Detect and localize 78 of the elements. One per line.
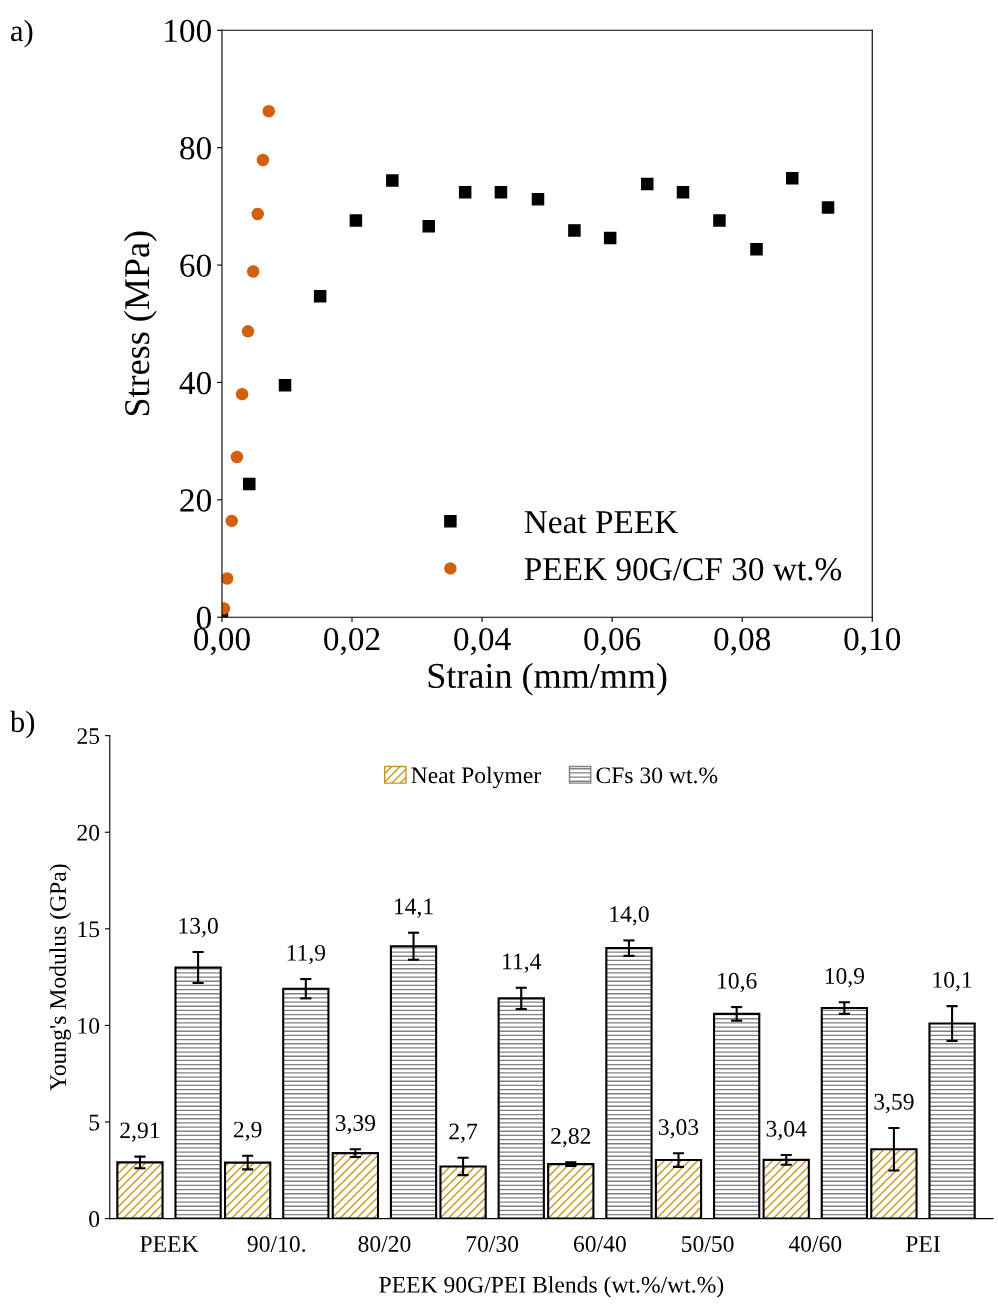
x-tick-label: 50/50	[682, 1235, 734, 1252]
x-tick-label: 0,04	[454, 627, 511, 656]
y-tick-label: 5	[89, 1114, 100, 1131]
data-label: 10,9	[825, 967, 865, 988]
legend-label: CFs 30 wt.%	[596, 767, 718, 784]
point	[243, 477, 256, 491]
y-tick-label: 0	[89, 1211, 100, 1228]
data-label: 14,0	[610, 906, 649, 926]
data-label: 14,1	[394, 898, 433, 918]
legend-label: Neat PEEK	[524, 511, 678, 534]
point	[531, 193, 545, 206]
point	[750, 242, 763, 256]
data-label: 3,39	[335, 1115, 376, 1135]
x-tick-label: 0,00	[194, 627, 250, 656]
x-tick-label: 80/20	[358, 1235, 411, 1252]
x-tick-label: 0,06	[584, 627, 641, 656]
point	[230, 450, 244, 464]
y-tick-label: 10	[78, 1017, 100, 1034]
point	[568, 224, 581, 237]
point	[786, 171, 799, 185]
data-label: 10,6	[718, 972, 757, 993]
data-label: 2,91	[120, 1122, 160, 1142]
legend-label: PEEK 90G/CF 30 wt.%	[524, 557, 842, 581]
x-tick-label: 0,10	[844, 627, 901, 656]
point	[676, 186, 690, 199]
x-tick-label: 70/30	[466, 1235, 519, 1252]
point	[349, 214, 363, 227]
point	[225, 514, 238, 528]
x-tick-label: 0,08	[714, 627, 771, 656]
point	[821, 201, 835, 214]
point	[262, 105, 276, 118]
data-label: 2,9	[233, 1121, 262, 1141]
x-axis-title: Strain (mm/mm)	[428, 662, 667, 696]
y-tick-label: 60	[180, 254, 211, 277]
y-tick-label: 15	[78, 921, 100, 938]
point	[246, 265, 260, 278]
y-tick-label: 20	[77, 824, 100, 841]
point	[256, 153, 270, 167]
data-label: 3,03	[658, 1119, 699, 1139]
y-axis-title: Stress (MPa)	[123, 231, 157, 416]
point	[603, 231, 617, 245]
data-label: 2,7	[449, 1123, 478, 1143]
x-tick-label: 90/10.	[247, 1235, 306, 1252]
legend-label: Neat Polymer	[411, 766, 541, 789]
data-label: 13,0	[179, 917, 218, 938]
data-label: 3,04	[766, 1120, 807, 1141]
x-tick-label: PEI	[905, 1236, 940, 1252]
point	[251, 207, 264, 221]
y-tick-label: 40	[179, 371, 211, 395]
data-label: 10,1	[933, 971, 972, 992]
point	[494, 186, 508, 199]
point	[458, 186, 472, 199]
point	[241, 325, 255, 338]
data-label: 2,82	[551, 1127, 591, 1148]
y-axis-title: Young's Modulus (GPa)	[49, 864, 71, 1091]
y-tick-label: 80	[180, 137, 211, 160]
point	[313, 289, 327, 303]
point	[422, 220, 436, 233]
data-label: 3,59	[874, 1093, 914, 1114]
data-label: 11,4	[503, 953, 542, 973]
data-label: 11,9	[287, 944, 326, 965]
point	[386, 174, 399, 187]
text: b)	[9, 710, 35, 739]
text: a)	[11, 19, 33, 48]
point	[713, 214, 726, 227]
x-tick-label: 0,02	[324, 627, 380, 656]
y-tick-label: 100	[165, 19, 211, 43]
y-tick-label: 25	[77, 728, 100, 745]
point	[235, 387, 249, 401]
point	[221, 572, 234, 585]
x-axis-title: PEEK 90G/PEI Blends (wt.%/wt.%)	[379, 1276, 724, 1298]
x-tick-label: 60/40	[573, 1235, 626, 1252]
point	[640, 177, 654, 191]
point	[278, 379, 292, 392]
x-tick-label: 40/60	[788, 1235, 842, 1252]
y-tick-label: 20	[180, 489, 211, 512]
y-tick-label: 0	[196, 606, 211, 630]
x-tick-label: PEEK	[140, 1236, 199, 1252]
